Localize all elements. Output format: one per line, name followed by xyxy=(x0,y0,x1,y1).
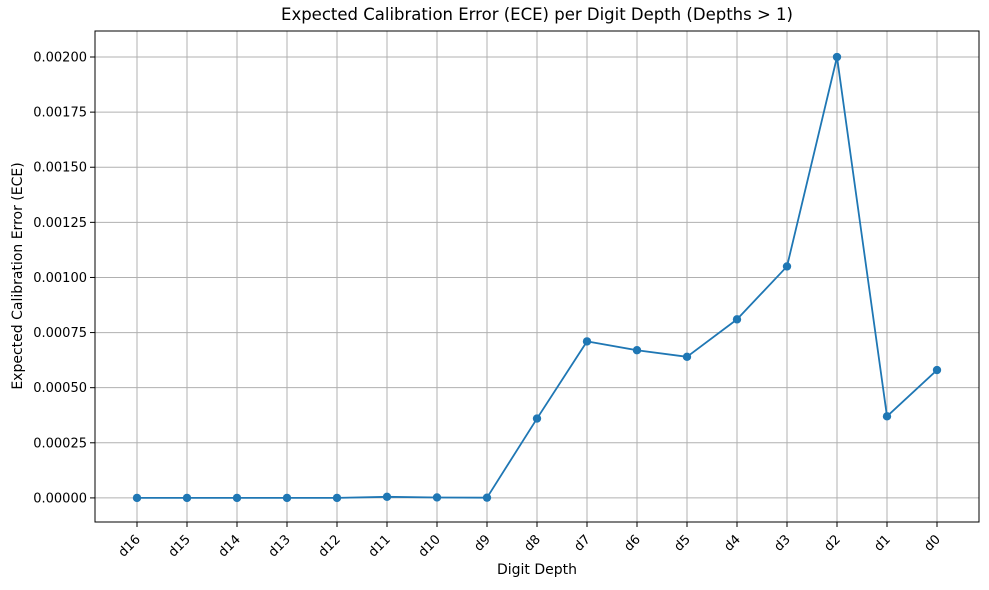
data-point xyxy=(632,346,642,355)
y-tick-label: 0.00025 xyxy=(33,436,87,451)
y-axis-label: Expected Calibration Error (ECE) xyxy=(10,162,26,390)
data-point xyxy=(532,414,542,423)
data-point xyxy=(782,262,792,271)
y-tick-label: 0.00000 xyxy=(33,491,87,506)
y-tick-label: 0.00050 xyxy=(33,381,87,396)
chart-title: Expected Calibration Error (ECE) per Dig… xyxy=(281,5,793,24)
y-tick-label: 0.00100 xyxy=(33,271,87,286)
data-points xyxy=(132,52,942,503)
y-tick-label: 0.00200 xyxy=(33,51,87,66)
x-axis-label: Digit Depth xyxy=(496,562,578,578)
data-point xyxy=(832,52,842,62)
data-point xyxy=(382,492,392,502)
data-point xyxy=(732,315,742,324)
y-axis: 0.00000 0.00025 0.00050 0.00075 0.00100 0.001… xyxy=(33,51,95,506)
data-point xyxy=(282,493,292,503)
data-point xyxy=(332,493,342,503)
data-point xyxy=(882,412,892,421)
y-tick-label: 0.00125 xyxy=(33,216,87,231)
data-point xyxy=(132,493,142,503)
y-tick-label: 0.00175 xyxy=(33,106,87,121)
data-point xyxy=(482,493,492,502)
data-point xyxy=(232,493,242,503)
data-point xyxy=(582,337,592,346)
y-tick-label: 0.00075 xyxy=(33,326,87,341)
y-tick-label: 0.00150 xyxy=(33,161,87,176)
grid xyxy=(95,31,979,522)
data-point xyxy=(682,352,692,362)
data-point xyxy=(932,365,942,375)
data-point xyxy=(182,493,192,503)
data-point xyxy=(432,493,442,502)
